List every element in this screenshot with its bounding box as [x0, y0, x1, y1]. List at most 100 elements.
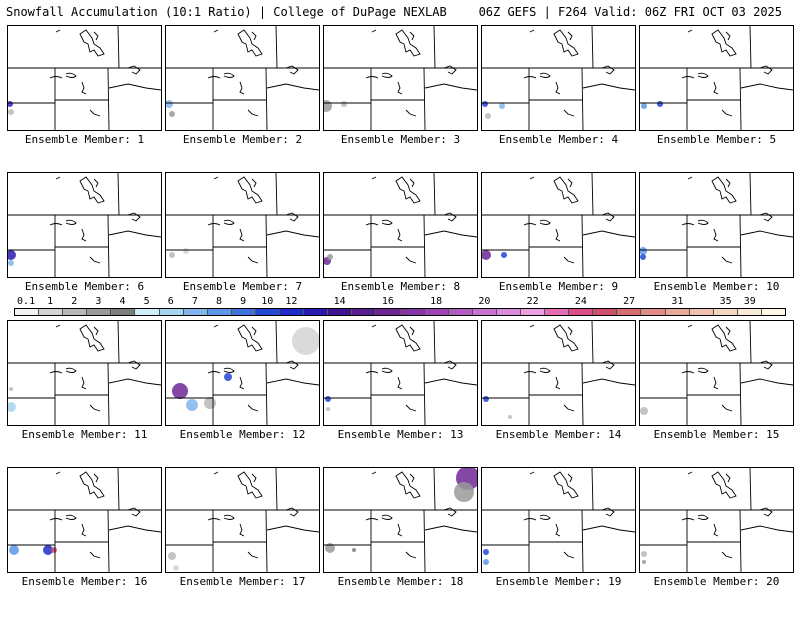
colorbar-tick-label: 35 — [719, 296, 732, 307]
member-label: Ensemble Member: 15 — [653, 428, 780, 441]
colorbar-swatch — [87, 309, 112, 315]
member-map — [481, 467, 636, 573]
ensemble-member-panel: Ensemble Member: 19 — [481, 467, 636, 617]
colorbar-labels: 0.1 1 2 3 4 5 6 7 8 9 10 12 14 16 18 20 22 24 27 31 35 39 — [14, 296, 786, 308]
member-map — [639, 467, 794, 573]
member-map — [323, 25, 478, 131]
ensemble-member-panel: Ensemble Member: 4 — [481, 25, 636, 175]
colorbar-swatch — [665, 309, 690, 315]
colorbar-swatch — [159, 309, 184, 315]
colorbar-swatch — [496, 309, 521, 315]
ensemble-member-panel: Ensemble Member: 11 — [7, 320, 162, 470]
colorbar-swatch — [641, 309, 666, 315]
member-map — [639, 320, 794, 426]
member-map — [639, 25, 794, 131]
member-map — [323, 172, 478, 278]
member-map — [7, 467, 162, 573]
colorbar-swatch — [280, 309, 305, 315]
member-map — [165, 320, 320, 426]
colorbar-tick-label: 31 — [671, 296, 684, 307]
colorbar-swatch — [617, 309, 642, 315]
ensemble-member-panel: Ensemble Member: 14 — [481, 320, 636, 470]
colorbar-swatch — [520, 309, 546, 315]
member-map — [323, 320, 478, 426]
member-label: Ensemble Member: 13 — [337, 428, 464, 441]
member-map — [481, 172, 636, 278]
ensemble-member-panel: Ensemble Member: 17 — [165, 467, 320, 617]
colorbar-swatch — [713, 309, 738, 315]
ensemble-member-panel: Ensemble Member: 13 — [323, 320, 478, 470]
member-label: Ensemble Member: 14 — [495, 428, 622, 441]
ensemble-member-panel: Ensemble Member: 3 — [323, 25, 478, 175]
colorbar-swatch — [448, 309, 473, 315]
member-label: Ensemble Member: 18 — [337, 575, 464, 588]
colorbar-swatch — [545, 309, 570, 315]
ensemble-member-panel: Ensemble Member: 10 — [639, 172, 794, 322]
run-valid-time: 06Z GEFS | F264 Valid: 06Z FRI OCT 03 20… — [478, 5, 782, 19]
colorbar-tick-label: 39 — [743, 296, 756, 307]
colorbar-swatch — [231, 309, 256, 315]
member-map — [481, 25, 636, 131]
colorbar-swatch — [39, 309, 64, 315]
colorbar-tick-label: 8 — [216, 296, 223, 307]
member-label: Ensemble Member: 6 — [24, 280, 145, 293]
member-label: Ensemble Member: 19 — [495, 575, 622, 588]
ensemble-member-panel: Ensemble Member: 6 — [7, 172, 162, 322]
member-map — [323, 467, 478, 573]
chart-title: Snowfall Accumulation (10:1 Ratio) | Col… — [6, 5, 447, 19]
member-map — [165, 25, 320, 131]
colorbar-swatch — [689, 309, 714, 315]
colorbar-tick-label: 12 — [285, 296, 298, 307]
colorbar-tick-label: 7 — [191, 296, 198, 307]
member-label: Ensemble Member: 4 — [498, 133, 619, 146]
colorbar-swatch — [183, 309, 208, 315]
ensemble-member-panel: Ensemble Member: 8 — [323, 172, 478, 322]
member-label: Ensemble Member: 2 — [182, 133, 303, 146]
ensemble-member-panel: Ensemble Member: 16 — [7, 467, 162, 617]
colorbar-swatch — [328, 309, 353, 315]
member-label: Ensemble Member: 1 — [24, 133, 145, 146]
ensemble-member-panel: Ensemble Member: 12 — [165, 320, 320, 470]
ensemble-member-panel: Ensemble Member: 20 — [639, 467, 794, 617]
member-map — [7, 172, 162, 278]
colorbar-tick-label: 24 — [574, 296, 587, 307]
member-label: Ensemble Member: 20 — [653, 575, 780, 588]
colorbar-tick-label: 14 — [333, 296, 346, 307]
colorbar-tick-label: 2 — [71, 296, 78, 307]
colorbar-swatch — [207, 309, 232, 315]
member-map — [7, 25, 162, 131]
colorbar-swatch — [304, 309, 329, 315]
member-label: Ensemble Member: 11 — [21, 428, 148, 441]
colorbar-swatch — [569, 309, 594, 315]
colorbar-swatch — [593, 309, 618, 315]
ensemble-member-panel: Ensemble Member: 7 — [165, 172, 320, 322]
member-label: Ensemble Member: 16 — [21, 575, 148, 588]
colorbar-swatch — [63, 309, 88, 315]
member-map — [165, 172, 320, 278]
ensemble-member-panel: Ensemble Member: 18 — [323, 467, 478, 617]
member-map — [165, 467, 320, 573]
ensemble-member-panel: Ensemble Member: 1 — [7, 25, 162, 175]
ensemble-member-panel: Ensemble Member: 9 — [481, 172, 636, 322]
snowfall-colorbar: 0.1 1 2 3 4 5 6 7 8 9 10 12 14 16 18 20 22 24 27 31 35 39 — [14, 296, 786, 318]
ensemble-member-panel: Ensemble Member: 2 — [165, 25, 320, 175]
colorbar-tick-label: 22 — [526, 296, 539, 307]
colorbar-tick-label: 6 — [167, 296, 174, 307]
member-label: Ensemble Member: 17 — [179, 575, 306, 588]
colorbar-tick-label: 20 — [478, 296, 491, 307]
colorbar-swatch — [255, 309, 281, 315]
member-label: Ensemble Member: 12 — [179, 428, 306, 441]
colorbar-tick-label: 27 — [623, 296, 636, 307]
colorbar-tick-label: 10 — [261, 296, 274, 307]
member-map — [7, 320, 162, 426]
colorbar-swatch — [111, 309, 136, 315]
member-label: Ensemble Member: 10 — [653, 280, 780, 293]
colorbar-swatch — [472, 309, 497, 315]
colorbar-tick-label: 4 — [119, 296, 126, 307]
colorbar-swatches — [14, 308, 786, 316]
colorbar-swatch — [761, 309, 785, 315]
member-label: Ensemble Member: 7 — [182, 280, 303, 293]
colorbar-tick-label: 9 — [240, 296, 247, 307]
colorbar-tick-label: 0.1 — [17, 296, 36, 307]
ensemble-member-panel: Ensemble Member: 5 — [639, 25, 794, 175]
